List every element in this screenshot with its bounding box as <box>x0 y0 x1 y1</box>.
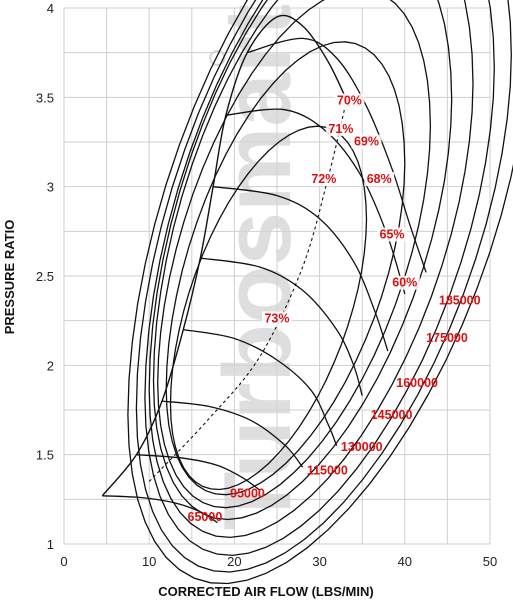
speed-label: 65000 <box>188 510 223 524</box>
efficiency-island-68pct <box>144 0 495 557</box>
surge-line <box>101 14 351 497</box>
tick-labels: 0 10 20 30 40 50 1 1.5 2 2.5 3 3.5 4 <box>36 1 497 569</box>
efficiency-label: 65% <box>380 227 405 241</box>
speed-line-95000 <box>136 454 261 491</box>
efficiency-islands <box>127 0 513 585</box>
efficiency-label-bg <box>325 122 356 137</box>
efficiency-label: 72% <box>311 172 336 186</box>
efficiency-label: 70% <box>337 93 362 107</box>
speed-line-145000 <box>200 257 363 396</box>
map-labels: 70% 71%69% 72% 68% 65% 60% 73% 65000 95000 115000… <box>188 93 481 524</box>
efficiency-island-73pct <box>169 125 368 491</box>
efficiency-island-70pct <box>152 0 453 521</box>
speed-line-160000 <box>213 186 389 352</box>
speed-label: 115000 <box>307 463 348 477</box>
efficiency-island-60pct <box>127 0 513 585</box>
speed-lines <box>102 37 427 524</box>
registered-mark-icon <box>209 50 226 67</box>
speed-label: 160000 <box>396 376 438 390</box>
x-tick-label: 30 <box>312 554 326 569</box>
speed-label: 130000 <box>341 440 383 454</box>
speed-line-65000 <box>102 495 218 524</box>
x-axis-title: CORRECTED AIR FLOW (LBS/MIN) <box>158 584 373 599</box>
speed-line-115000 <box>161 400 304 468</box>
y-axis-title: PRESSURE RATIO <box>2 220 17 335</box>
speed-label: 185000 <box>439 294 481 308</box>
efficiency-label: 73% <box>264 311 289 325</box>
y-tick-label: 1.5 <box>36 448 54 463</box>
x-tick-label: 20 <box>227 554 241 569</box>
efficiency-label: 71% <box>328 122 353 136</box>
efficiency-island-69pct <box>148 0 474 539</box>
x-tick-label: 0 <box>60 554 67 569</box>
y-tick-label: 1 <box>47 537 54 552</box>
x-tick-label: 10 <box>142 554 156 569</box>
speed-label: 175000 <box>426 331 468 345</box>
efficiency-label-bg <box>351 134 382 149</box>
efficiency-label-bg <box>262 311 292 326</box>
speed-label: 145000 <box>371 408 413 422</box>
speed-label: 95000 <box>230 487 265 501</box>
y-tick-label: 3 <box>47 180 54 195</box>
y-tick-label: 2.5 <box>36 269 54 284</box>
y-tick-label: 3.5 <box>36 90 54 105</box>
efficiency-island-71pct <box>157 0 432 509</box>
efficiency-label-bg <box>334 93 365 108</box>
y-tick-label: 2 <box>47 358 54 373</box>
efficiency-label: 68% <box>367 172 392 186</box>
efficiency-island-65pct <box>135 0 512 573</box>
efficiency-label-bg <box>389 275 420 290</box>
speed-line-130000 <box>183 328 338 446</box>
surge-line <box>101 14 351 497</box>
efficiency-label-bg <box>377 227 408 242</box>
efficiency-label-bg <box>308 172 339 187</box>
x-tick-label: 40 <box>398 554 412 569</box>
efficiency-label-bg <box>364 172 395 187</box>
efficiency-label: 60% <box>392 276 417 290</box>
speed-line-185000 <box>247 37 427 273</box>
y-tick-label: 4 <box>47 1 54 16</box>
x-tick-label: 50 <box>483 554 497 569</box>
efficiency-label: 69% <box>354 135 379 149</box>
